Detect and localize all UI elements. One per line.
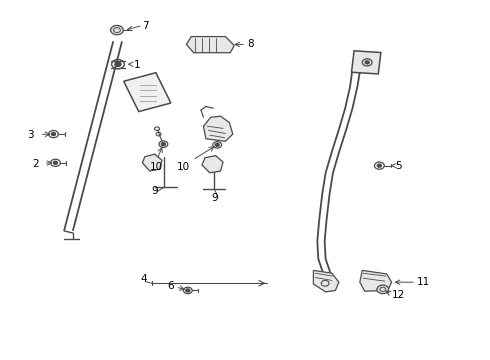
Polygon shape (314, 270, 339, 292)
Text: 10: 10 (150, 162, 163, 172)
Circle shape (186, 289, 190, 292)
Polygon shape (186, 37, 234, 53)
Circle shape (51, 133, 55, 135)
Text: 4: 4 (141, 274, 147, 284)
Text: 12: 12 (392, 291, 405, 301)
Text: 6: 6 (167, 281, 173, 291)
Text: 2: 2 (32, 159, 39, 169)
Polygon shape (202, 156, 223, 173)
Polygon shape (143, 154, 162, 171)
Text: 3: 3 (27, 130, 34, 140)
Polygon shape (203, 116, 233, 141)
Text: 8: 8 (247, 40, 254, 49)
Text: 5: 5 (395, 161, 402, 171)
Text: 9: 9 (151, 186, 158, 197)
Circle shape (53, 161, 57, 164)
Text: 1: 1 (134, 59, 140, 69)
Polygon shape (351, 51, 381, 74)
Circle shape (111, 26, 123, 35)
Text: 9: 9 (212, 193, 219, 203)
Circle shape (215, 143, 219, 146)
Polygon shape (123, 73, 171, 112)
Text: 10: 10 (176, 162, 190, 172)
Circle shape (377, 285, 389, 294)
Text: 11: 11 (417, 277, 430, 287)
Circle shape (365, 61, 369, 64)
Circle shape (115, 62, 121, 66)
Text: 7: 7 (143, 21, 149, 31)
Circle shape (161, 143, 165, 145)
Circle shape (377, 164, 381, 167)
Polygon shape (360, 270, 392, 291)
